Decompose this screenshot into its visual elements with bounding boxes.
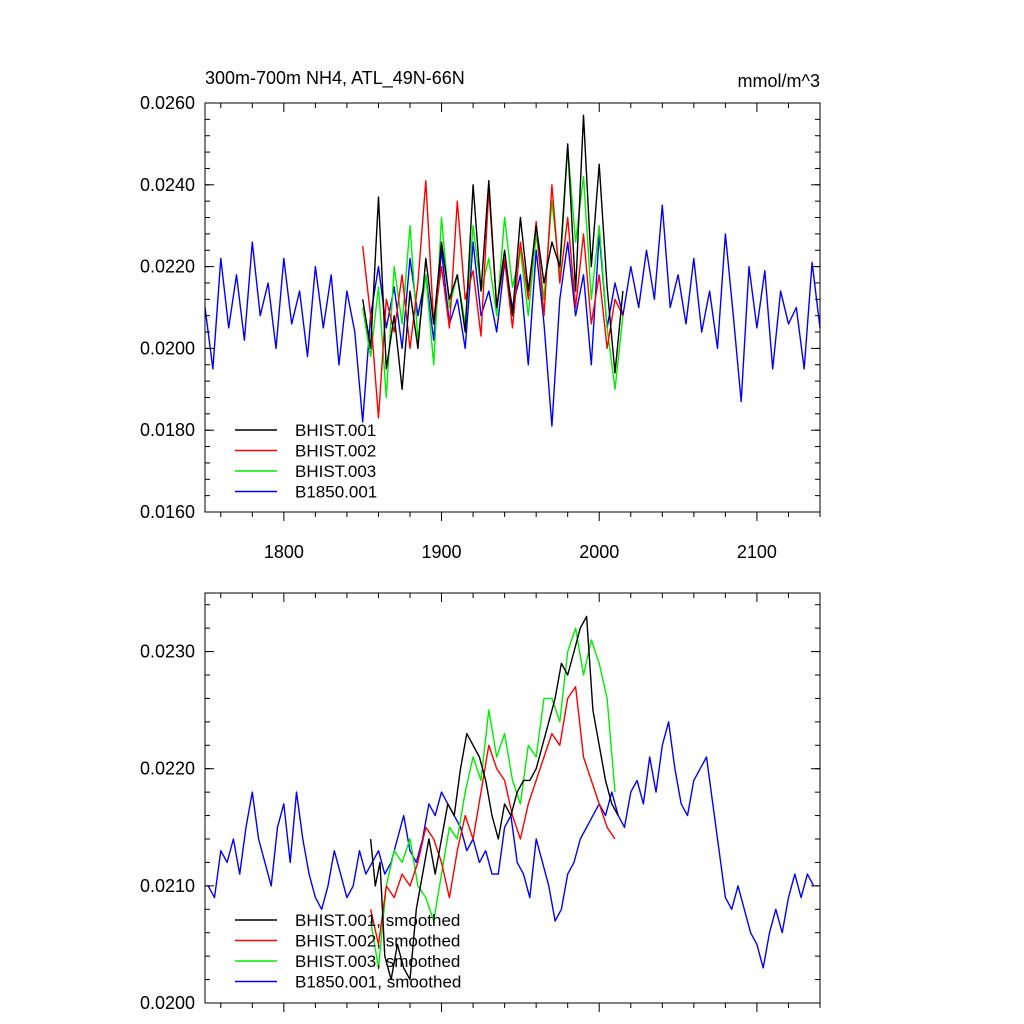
y-tick-label: 0.0230: [140, 642, 195, 662]
top-axes: 0.0160 0.0180 0.0200 0.0220 0.0240 0.0260 1800…: [140, 93, 821, 562]
series-line-bhist-003: [362, 147, 624, 399]
y-tick-label: 0.0220: [140, 257, 195, 277]
x-tick-label: 1800: [264, 542, 304, 562]
bottom-plot-frame: [204, 592, 821, 1004]
panel-bottom-smoothed: 0.0200 0.0210 0.0220 0.0230 BHIST.001, smoo…: [140, 592, 821, 1013]
x-tick-label: 1900: [422, 542, 462, 562]
top-plot-frame: [204, 102, 821, 513]
bottom-series-group: [207, 615, 815, 981]
bottom-legend: BHIST.001, smoothed BHIST.002, smoothedBH…: [235, 911, 461, 992]
legend-label-bhist-003-smoothed: BHIST.003, smoothed: [295, 952, 460, 971]
legend-label-bhist-003: BHIST.003: [295, 462, 376, 481]
y-tick-label: 0.0180: [140, 420, 195, 440]
panel-top-nh4-timeseries: 300m-700m NH4, ATL_49N-66N mmol/m^3 0.01…: [140, 68, 821, 562]
y-tick-label: 0.0240: [140, 175, 195, 195]
y-tick-label: 0.0210: [140, 876, 195, 896]
y-tick-label: 0.0200: [140, 338, 195, 358]
y-tick-label: 0.0160: [140, 502, 195, 522]
bottom-axes: 0.0200 0.0210 0.0220 0.0230: [140, 593, 821, 1013]
legend-label-b1850-001-smoothed: B1850.001, smoothed: [295, 973, 461, 992]
x-tick-label: 2000: [579, 542, 619, 562]
chart-title: 300m-700m NH4, ATL_49N-66N: [205, 68, 465, 89]
series-line-bhist-002-smoothed: [369, 686, 616, 946]
legend-label-b1850-001: B1850.001: [295, 483, 377, 502]
top-series-group: [204, 114, 821, 427]
series-line-bhist-001: [362, 114, 624, 390]
y-tick-label: 0.0220: [140, 759, 195, 779]
series-line-bhist-001-smoothed: [369, 615, 619, 981]
legend-label-bhist-001-smoothed: BHIST.001, smoothed: [295, 911, 460, 930]
legend-label-bhist-002: BHIST.002: [295, 442, 376, 461]
units-label: mmol/m^3: [738, 71, 820, 91]
legend-label-bhist-002-smoothed: BHIST.002, smoothed: [295, 932, 460, 951]
legend-label-bhist-001: BHIST.001: [295, 421, 376, 440]
x-tick-label: 2100: [737, 542, 777, 562]
y-tick-label: 0.0200: [140, 993, 195, 1013]
series-line-bhist-003-smoothed: [369, 627, 616, 969]
y-tick-label: 0.0260: [140, 93, 195, 113]
